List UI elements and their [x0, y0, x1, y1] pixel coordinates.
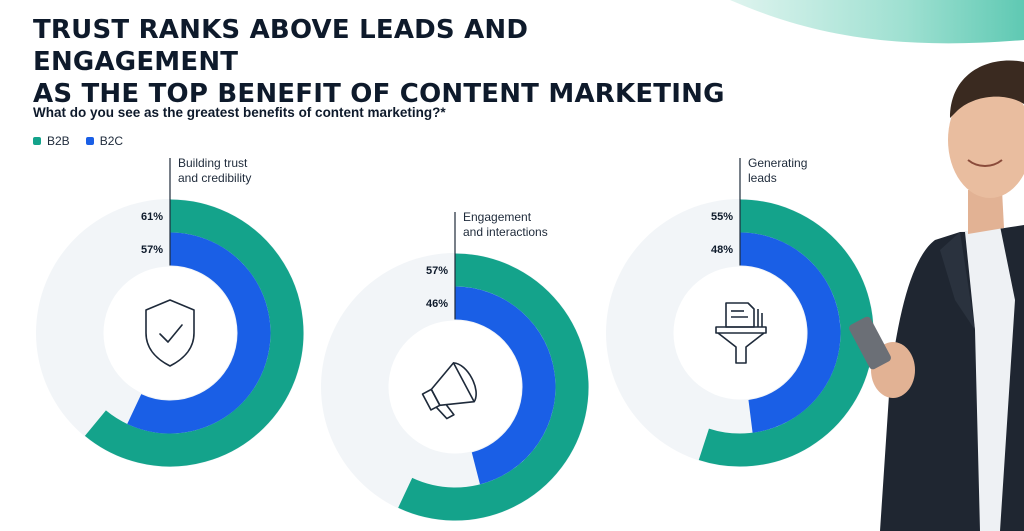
title-line-1: TRUST RANKS ABOVE LEADS AND ENGAGEMENT	[33, 15, 529, 77]
category-label-line-1: Engagement	[463, 210, 532, 224]
data-label-b2c: 57%	[141, 244, 163, 256]
page-title: TRUST RANKS ABOVE LEADS AND ENGAGEMENT A…	[33, 14, 733, 110]
center-disc	[103, 266, 237, 400]
bar-b2b	[84, 199, 304, 467]
bar-b2c	[739, 232, 841, 433]
center-disc	[388, 320, 522, 454]
data-label-b2b: 55%	[711, 211, 733, 223]
category-label-line-1: Generating	[748, 156, 807, 170]
document-funnel-icon	[715, 302, 767, 364]
bar-b2c	[127, 232, 271, 434]
category-label-line-2: and credibility	[178, 171, 251, 185]
legend-item-b2c: B2C	[85, 134, 124, 148]
legend: B2B B2C	[33, 134, 123, 148]
bar-b2b	[398, 253, 589, 521]
data-label-b2b: 61%	[141, 211, 163, 223]
survey-question: What do you see as the greatest benefits…	[33, 105, 446, 120]
category-label-line-2: leads	[748, 171, 777, 185]
legend-swatch-b2c	[85, 137, 94, 145]
legend-item-b2b: B2B	[33, 134, 70, 148]
title-line-2: AS THE TOP BENEFIT OF CONTENT MARKETING	[33, 79, 725, 109]
legend-swatch-b2b	[33, 137, 41, 145]
legend-label-b2b: B2B	[47, 134, 70, 148]
category-label-line-2: and interactions	[463, 225, 548, 239]
data-label-b2b: 57%	[426, 265, 448, 277]
shield-check-icon	[145, 299, 195, 367]
category-label-line-1: Building trust	[178, 156, 248, 170]
legend-label-b2c: B2C	[99, 134, 124, 148]
bar-b2c	[454, 286, 556, 485]
megaphone-icon	[421, 362, 477, 420]
data-label-b2c: 46%	[426, 298, 448, 310]
data-label-b2c: 48%	[711, 244, 733, 256]
